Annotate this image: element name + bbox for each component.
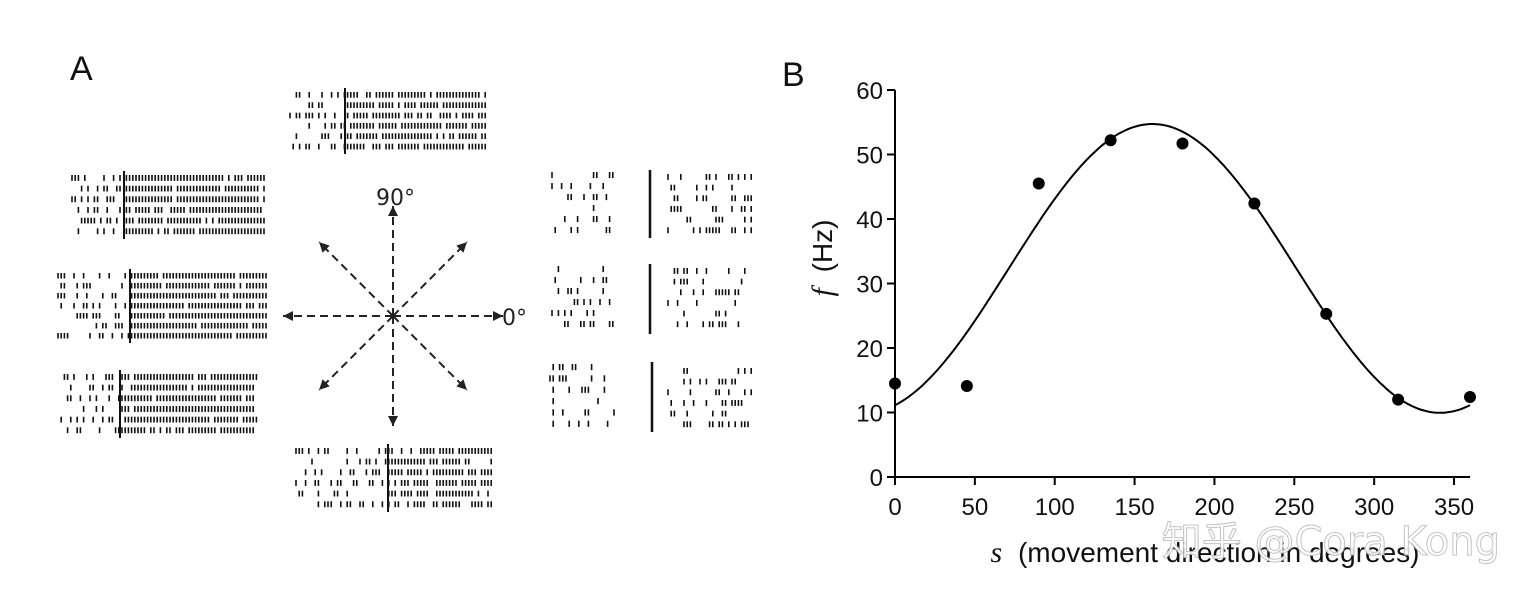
cosine-fit-curve — [894, 123, 1471, 414]
panel-a-label: A — [70, 50, 93, 88]
y-ticks: 0 10 20 30 40 50 60 — [856, 78, 895, 492]
direction-arrow-head — [388, 206, 398, 216]
direction-arrows — [283, 206, 503, 426]
data-point — [1248, 197, 1261, 210]
panel-b-label: B — [782, 56, 805, 94]
panel-b: B 0 50 100 150 200 250 300 350 0 10 20 30 40 50 60 s … — [782, 56, 1476, 569]
spike-raster — [295, 444, 493, 512]
direction-arrow-head — [319, 242, 330, 253]
spike-raster — [57, 269, 267, 343]
x-axis-label: s (movement direction in degrees) — [991, 536, 1420, 569]
x-tick-label: 100 — [1035, 494, 1075, 521]
direction-label-0: 0° — [502, 306, 527, 331]
y-tick-label: 60 — [856, 78, 883, 105]
data-point — [1104, 134, 1117, 147]
x-tick-label: 350 — [1434, 494, 1474, 521]
spike-raster — [667, 174, 753, 234]
data-point — [1320, 307, 1333, 320]
x-tick-label: 0 — [888, 494, 901, 521]
tuning-curve-plot: 0 50 100 150 200 250 300 350 0 10 20 30 40 50 60 — [856, 78, 1476, 521]
direction-arrow-shaft — [318, 241, 394, 317]
data-points — [889, 134, 1476, 406]
data-point — [1176, 137, 1189, 150]
direction-arrow-head — [456, 242, 467, 253]
y-tick-label: 10 — [856, 401, 883, 428]
direction-label-90: 90° — [376, 186, 415, 211]
x-ticks: 0 50 100 150 200 250 300 350 — [888, 477, 1474, 521]
spike-raster — [667, 268, 746, 328]
y-tick-label: 50 — [856, 143, 883, 170]
x-axis-description: (movement direction in degrees) — [1018, 537, 1420, 568]
watermark-text: 知乎 @Cora Kong — [1162, 519, 1500, 565]
direction-arrow-head — [283, 311, 293, 321]
y-tick-label: 20 — [856, 336, 883, 363]
x-tick-label: 150 — [1115, 494, 1155, 521]
x-tick-label: 300 — [1354, 494, 1394, 521]
spike-raster — [667, 368, 753, 428]
y-tick-label: 30 — [856, 272, 883, 299]
data-point — [889, 377, 901, 390]
data-point — [1464, 391, 1476, 404]
data-point — [1032, 177, 1045, 190]
direction-arrow-head — [388, 416, 398, 426]
y-axis-unit: (Hz) — [807, 220, 838, 273]
direction-arrow-head — [319, 379, 330, 390]
y-tick-label: 0 — [870, 465, 883, 492]
direction-arrow-shaft — [318, 315, 394, 391]
y-axis-variable: f — [806, 285, 839, 297]
direction-arrow-shaft — [392, 241, 468, 317]
x-tick-label: 200 — [1194, 494, 1234, 521]
y-tick-label: 40 — [856, 207, 883, 234]
y-axis-label: f (Hz) — [806, 220, 839, 297]
spike-raster — [551, 266, 614, 328]
data-point — [1392, 393, 1405, 406]
spike-rasters — [57, 88, 753, 512]
spike-raster — [60, 370, 258, 438]
x-tick-label: 50 — [962, 494, 989, 521]
spike-raster — [289, 88, 487, 154]
spike-raster — [551, 172, 614, 234]
data-point — [960, 380, 973, 393]
direction-arrow-head — [456, 379, 467, 390]
x-axis-variable: s — [991, 536, 1003, 569]
x-tick-label: 250 — [1274, 494, 1314, 521]
spike-raster — [549, 364, 615, 427]
panel-a: A 90° 0° — [57, 50, 753, 512]
direction-arrow-shaft — [392, 315, 468, 391]
direction-arrow-head — [493, 311, 503, 321]
spike-raster — [71, 171, 265, 239]
